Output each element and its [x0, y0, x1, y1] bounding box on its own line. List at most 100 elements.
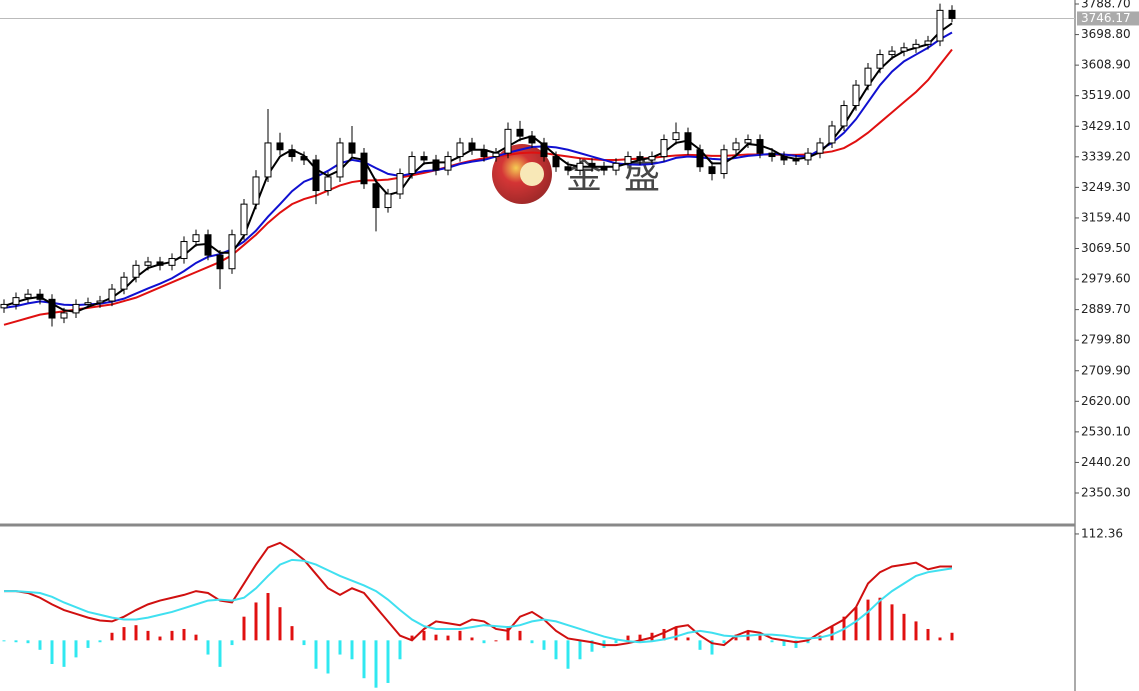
histogram-bar: [170, 630, 174, 641]
candle-body: [360, 152, 368, 185]
candle-body: [492, 152, 500, 158]
histogram-bar: [782, 640, 786, 647]
y-tick-label: 2440.20: [1081, 455, 1131, 469]
histogram-bar: [674, 627, 678, 641]
histogram-bar: [482, 640, 486, 644]
candle-body: [600, 166, 608, 171]
histogram-bar: [218, 640, 222, 667]
histogram-bar: [458, 630, 462, 641]
histogram-bar: [866, 599, 870, 641]
histogram-bar: [98, 640, 102, 643]
y-tick-label: 3608.90: [1081, 58, 1131, 72]
moving-average: [3, 31, 953, 309]
candle-body: [84, 302, 92, 305]
histogram-bar: [938, 637, 942, 641]
histogram-bar: [434, 634, 438, 641]
candle-body: [564, 166, 572, 171]
histogram-bar: [122, 627, 126, 641]
candle-body: [816, 142, 824, 154]
histogram-bar: [950, 632, 954, 641]
histogram-bar: [254, 602, 258, 641]
candle-body: [444, 156, 452, 171]
histogram-bar: [182, 628, 186, 641]
candle-body: [708, 166, 716, 175]
histogram-bar: [50, 640, 54, 665]
candle-body: [660, 139, 668, 158]
candle-body: [828, 125, 836, 144]
candle-body: [732, 142, 740, 151]
candle-body: [804, 152, 812, 161]
candle-body: [252, 176, 260, 205]
candle-body: [60, 312, 68, 319]
histogram-bar: [614, 640, 618, 644]
y-tick-label: 3339.20: [1081, 149, 1131, 163]
histogram-bar: [638, 634, 642, 641]
y-tick-label: 112.36: [1081, 526, 1123, 540]
histogram-bar: [2, 640, 6, 642]
macd-line: [4, 541, 952, 647]
histogram-bar: [278, 607, 282, 641]
candle-body: [204, 234, 212, 256]
candle-body: [684, 132, 692, 151]
y-tick-label: 2979.60: [1081, 272, 1131, 286]
histogram-bar: [890, 604, 894, 641]
histogram-bar: [806, 640, 810, 644]
candle-body: [48, 298, 56, 319]
histogram-bar: [134, 625, 138, 641]
candle-body: [288, 149, 296, 158]
candle-body: [948, 9, 956, 19]
histogram-bar: [902, 613, 906, 641]
histogram-bar: [326, 640, 330, 674]
candle-body: [36, 293, 44, 300]
histogram-bar: [158, 636, 162, 641]
candle-body: [480, 149, 488, 158]
price-label-box: [1077, 11, 1139, 26]
histogram-bar: [62, 640, 66, 667]
histogram-bar: [362, 640, 366, 679]
candle-body: [504, 128, 512, 154]
candle-body: [264, 142, 272, 178]
histogram-bar: [758, 635, 762, 641]
candle-body: [516, 128, 524, 137]
histogram-bar: [926, 628, 930, 641]
histogram-bar: [878, 597, 882, 641]
candle-body: [168, 258, 176, 266]
candle-body: [756, 139, 764, 154]
candle-body: [240, 203, 248, 236]
candle-body: [576, 162, 584, 171]
histogram-bar: [302, 640, 306, 646]
histogram-bar: [530, 640, 534, 644]
candle-body: [72, 303, 80, 314]
candle-body: [336, 142, 344, 178]
candle-body: [372, 183, 380, 209]
histogram-bar: [266, 592, 270, 641]
y-tick-label: 3159.40: [1081, 210, 1131, 224]
histogram-bar: [518, 630, 522, 641]
price-label: 3746.17: [1081, 11, 1131, 25]
candle-body: [912, 43, 920, 49]
candle-body: [156, 261, 164, 266]
candle-body: [612, 162, 620, 171]
histogram-bar: [338, 640, 342, 655]
histogram-bar: [770, 640, 774, 643]
histogram-bar: [590, 640, 594, 652]
histogram-bar: [38, 640, 42, 650]
histogram-bar: [914, 621, 918, 641]
candle-body: [744, 139, 752, 144]
candle-body: [624, 156, 632, 164]
histogram-bar: [578, 640, 582, 660]
candle-body: [120, 276, 128, 290]
histogram-bar: [146, 630, 150, 641]
candle-body: [696, 149, 704, 168]
candle-body: [228, 234, 236, 270]
candle-body: [276, 142, 284, 151]
histogram-bar: [110, 632, 114, 641]
histogram-bar: [206, 640, 210, 655]
candle-body: [408, 156, 416, 175]
histogram-bar: [794, 640, 798, 648]
candle-body: [588, 162, 596, 168]
candle-body: [108, 288, 116, 302]
candle-body: [324, 176, 332, 192]
y-tick-label: 3519.00: [1081, 88, 1131, 102]
